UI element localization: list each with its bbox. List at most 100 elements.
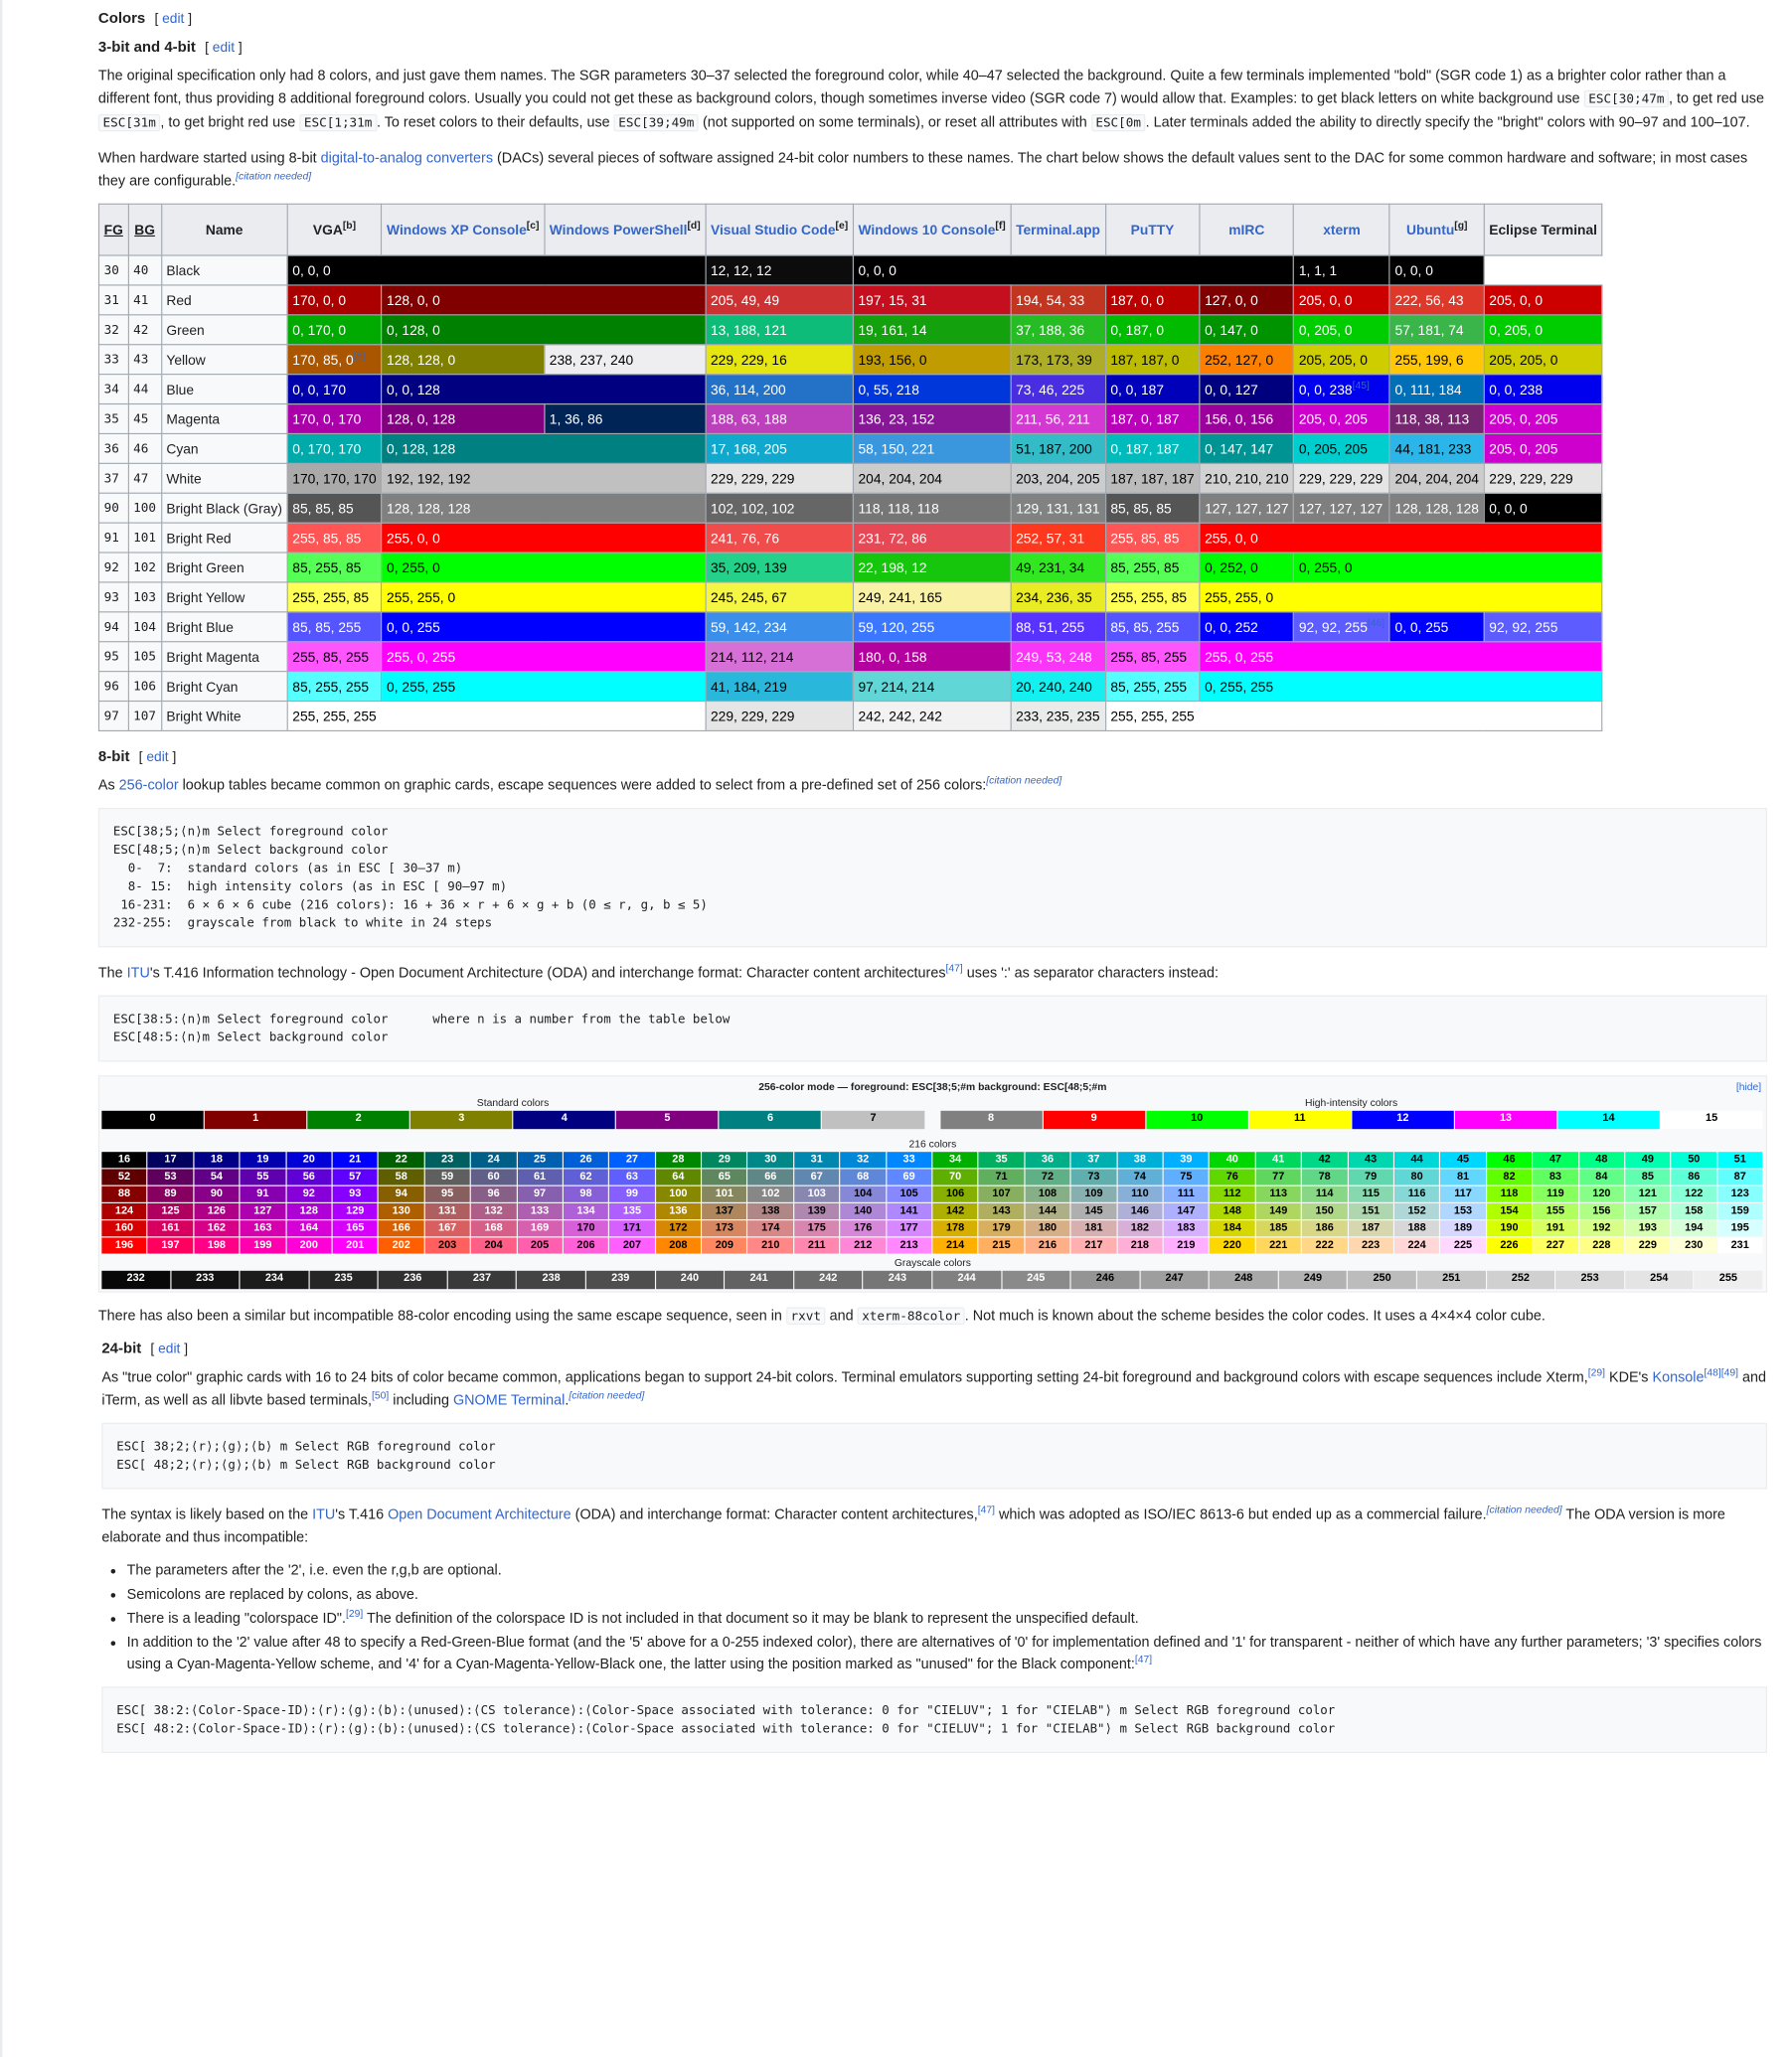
color-swatch-cell: 205, 205, 0 [1483,344,1603,376]
edit-link[interactable]: edit [158,1340,181,1357]
header-link[interactable]: Windows 10 Console [858,222,996,238]
palette-swatch: 248 [1209,1270,1278,1290]
citation-link[interactable]: [citation needed] [236,170,312,182]
palette-swatch: 190 [1486,1220,1533,1237]
palette-swatch: 57 [332,1169,378,1186]
color-swatch-cell: 170, 0, 170 [286,402,383,434]
256-color-link[interactable]: 256-color [118,777,179,794]
code-cell: 43 [127,344,162,376]
palette-swatch: 221 [1255,1237,1301,1254]
header-link[interactable]: Terminal.app [1016,222,1100,238]
ref-link[interactable]: [29] [1587,1366,1605,1378]
palette-swatch: 118 [1486,1186,1533,1202]
color-swatch-cell: 49, 231, 34 [1010,552,1106,583]
paragraph-88: There has also been a similar but incomp… [97,1307,1546,1325]
color-swatch-cell: 44, 181, 233 [1388,432,1485,464]
palette-swatch: 206 [563,1237,609,1254]
palette-swatch: 54 [194,1169,240,1186]
palette-swatch: 76 [1210,1169,1255,1186]
list-item: There is a leading "colorspace ID".[29] … [127,1608,1767,1630]
palette-swatch: 72 [1025,1169,1070,1186]
citation-link[interactable]: [citation needed] [569,1389,645,1401]
palette-swatch: 98 [563,1186,609,1202]
hide-toggle[interactable]: [hide] [1735,1080,1762,1093]
header-link[interactable]: Ubuntu [1405,222,1455,238]
oda-link[interactable]: Open Document Architecture [388,1505,571,1522]
ref-link[interactable]: [47] [977,1503,996,1515]
edit-link[interactable]: edit [162,10,185,27]
header-link[interactable]: Windows XP Console [387,222,527,238]
header-link[interactable]: Visual Studio Code [711,222,836,238]
color-swatch-cell: 0, 0, 128 [381,374,707,405]
citation-link[interactable]: [citation needed] [1486,1503,1562,1515]
ref-link[interactable]: [50] [371,1389,390,1401]
palette-swatch: 122 [1671,1186,1716,1202]
palette-swatch: 109 [1070,1186,1117,1202]
color-swatch-cell: 0, 205, 205 [1293,432,1390,464]
table-row: 33 43 Yellow 170, 85, 0[h] 128, 128, 0 238, 2… [97,344,1603,376]
color-swatch-cell: 234, 236, 35 [1010,581,1106,613]
konsole-link[interactable]: Konsole [1652,1368,1705,1385]
column-header: FG [97,203,129,256]
palette-256: 256-color mode — foreground: ESC[38;5;#m… [97,1075,1767,1293]
palette-swatch: 103 [794,1186,840,1202]
palette-swatch: 133 [517,1202,563,1220]
color-swatch-cell: 35, 209, 139 [705,552,854,583]
code-cell: 34 [97,374,129,405]
palette-swatch: 180 [1025,1220,1070,1237]
edit-link[interactable]: edit [212,39,236,56]
color-swatch-cell: 156, 0, 156 [1199,402,1295,434]
palette-swatch: 120 [1578,1186,1625,1202]
color-name-cell: Bright Magenta [160,641,288,673]
itu-link[interactable]: ITU [312,1505,336,1522]
header-link[interactable]: Windows PowerShell [549,222,688,238]
color-swatch-cell: 92, 92, 255 [1483,611,1603,643]
palette-swatch: 176 [840,1220,886,1237]
color-swatch-cell: 203, 204, 205 [1010,462,1106,494]
code-cell: 94 [97,611,129,643]
color-swatch-cell: 229, 229, 16 [705,344,854,376]
palette-swatch: 25 [517,1152,563,1169]
palette-swatch: 12 [1352,1110,1454,1130]
color-name-cell: Magenta [160,402,288,434]
color-swatch-cell: 205, 0, 205 [1293,402,1390,434]
ref-link[interactable]: [47] [1134,1653,1153,1665]
palette-swatch: 78 [1302,1169,1348,1186]
palette-swatch: 220 [1210,1237,1255,1254]
dac-link[interactable]: digital-to-analog converters [320,149,494,166]
color-swatch-cell: 0, 255, 255 [381,671,707,703]
palette-swatch: 183 [1163,1220,1209,1237]
article-content: Colors[ edit ] 3-bit and 4-bit[ edit ] T… [97,9,1767,1767]
citation-link[interactable]: [citation needed] [986,774,1062,787]
header-link[interactable]: xterm [1323,222,1361,238]
code-cell: 36 [97,432,129,464]
itu-link[interactable]: ITU [126,964,150,981]
color-name-cell: Bright Yellow [160,581,288,613]
header-link[interactable]: mIRC [1228,222,1265,238]
code-block-24bit: ESC[ 38;2;⟨r⟩;⟨g⟩;⟨b⟩ m Select RGB foreg… [101,1422,1767,1490]
code-cell: 45 [127,402,162,434]
ref-link[interactable]: [48][49] [1704,1366,1738,1378]
color-swatch-cell: 51, 187, 200 [1010,432,1106,464]
palette-swatch: 234 [240,1270,309,1290]
color-swatch-cell: 229, 229, 229 [1293,462,1390,494]
palette-swatch: 197 [147,1237,194,1254]
high-intensity-label: High-intensity colors [1304,1097,1398,1109]
color-swatch-cell: 0, 147, 147 [1199,432,1295,464]
color-swatch-cell: 255, 0, 255 [1199,641,1603,673]
palette-swatch: 41 [1255,1152,1301,1169]
palette-swatch: 24 [470,1152,517,1169]
color-swatch-cell: 0, 255, 0 [381,552,707,583]
palette-swatch: 140 [840,1202,886,1220]
palette-swatch: 179 [978,1220,1025,1237]
palette-swatch: 229 [1625,1237,1671,1254]
ref-link[interactable]: [47] [945,962,963,974]
palette-swatch: 208 [655,1237,702,1254]
code-cell: 97 [97,700,129,731]
header-link[interactable]: PuTTY [1130,222,1175,238]
edit-link[interactable]: edit [146,748,169,765]
ref-link[interactable]: [29] [346,1607,364,1620]
palette-swatch: 107 [978,1186,1025,1202]
palette-swatch: 148 [1210,1202,1255,1220]
gnome-terminal-link[interactable]: GNOME Terminal [452,1391,566,1408]
